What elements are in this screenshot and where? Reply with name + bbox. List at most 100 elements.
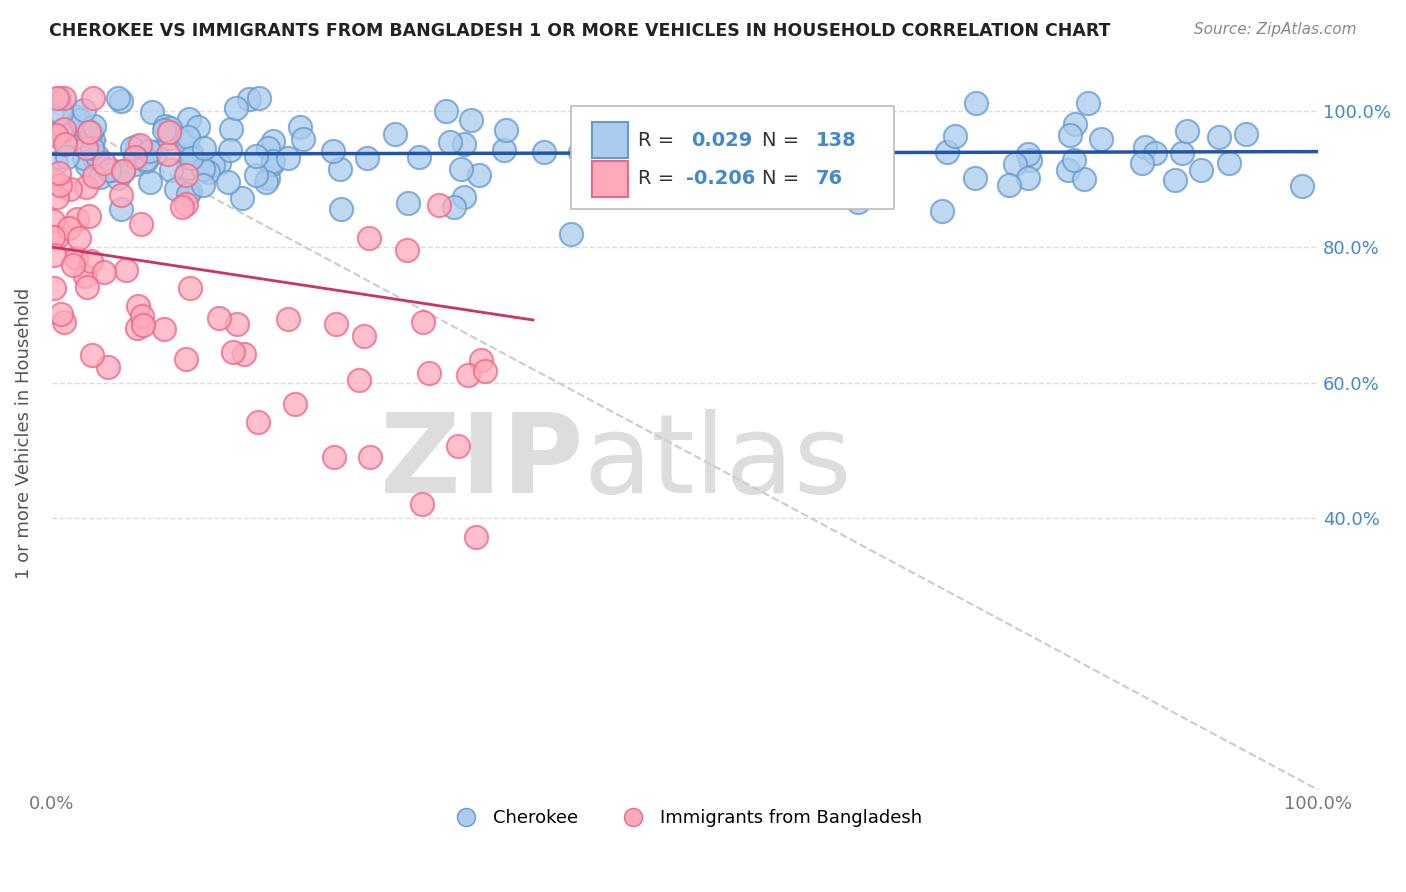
Point — [231, 191, 253, 205]
Point — [177, 112, 200, 126]
Point — [492, 143, 515, 157]
Point — [76, 123, 98, 137]
Point — [1144, 146, 1167, 161]
Point — [111, 164, 134, 178]
Point — [49, 106, 72, 120]
Point — [685, 112, 707, 126]
Point — [82, 133, 104, 147]
Text: atlas: atlas — [583, 409, 852, 516]
Point — [460, 113, 482, 128]
Point — [49, 307, 72, 321]
Point — [75, 141, 97, 155]
Point — [177, 130, 200, 145]
Point — [129, 217, 152, 231]
Point — [582, 150, 605, 164]
Point — [176, 169, 198, 183]
Point — [292, 132, 315, 146]
Y-axis label: 1 or more Vehicles in Household: 1 or more Vehicles in Household — [15, 288, 32, 579]
Point — [322, 450, 344, 465]
Point — [174, 352, 197, 367]
Point — [751, 137, 773, 152]
Point — [245, 149, 267, 163]
Text: R =: R = — [638, 131, 681, 150]
Legend: Cherokee, Immigrants from Bangladesh: Cherokee, Immigrants from Bangladesh — [441, 802, 929, 834]
FancyBboxPatch shape — [592, 161, 628, 196]
Point — [180, 145, 202, 160]
Point — [247, 91, 270, 105]
Point — [52, 315, 75, 329]
Point — [453, 190, 475, 204]
Point — [728, 149, 751, 163]
Point — [1063, 153, 1085, 168]
Point — [98, 163, 121, 178]
Point — [193, 141, 215, 155]
Point — [697, 144, 720, 158]
Point — [288, 120, 311, 134]
Point — [53, 137, 76, 152]
Point — [474, 364, 496, 378]
Point — [260, 156, 283, 170]
Point — [42, 214, 65, 228]
Text: Source: ZipAtlas.com: Source: ZipAtlas.com — [1194, 22, 1357, 37]
Point — [45, 230, 67, 244]
Point — [225, 318, 247, 332]
Point — [48, 91, 70, 105]
Point — [356, 151, 378, 165]
Text: N =: N = — [762, 169, 806, 188]
Point — [846, 195, 869, 210]
Point — [277, 151, 299, 165]
Point — [80, 254, 103, 268]
Point — [384, 127, 406, 141]
Point — [1133, 139, 1156, 153]
Point — [1218, 155, 1240, 169]
Text: 138: 138 — [815, 131, 856, 150]
Point — [55, 150, 77, 164]
Point — [446, 439, 468, 453]
Point — [127, 299, 149, 313]
Point — [45, 190, 67, 204]
Point — [141, 104, 163, 119]
Point — [79, 124, 101, 138]
Point — [89, 169, 111, 184]
Point — [443, 201, 465, 215]
Point — [1077, 95, 1099, 110]
Point — [156, 147, 179, 161]
Point — [931, 204, 953, 219]
Point — [329, 161, 352, 176]
Point — [202, 158, 225, 172]
Point — [418, 366, 440, 380]
Point — [110, 202, 132, 216]
Point — [225, 101, 247, 115]
Point — [110, 94, 132, 108]
Point — [411, 497, 433, 511]
Point — [129, 137, 152, 152]
Point — [1018, 153, 1040, 167]
Point — [359, 450, 381, 464]
Point — [257, 170, 280, 185]
Point — [159, 121, 181, 136]
Point — [179, 185, 201, 199]
Point — [67, 231, 90, 245]
Point — [191, 161, 214, 176]
Point — [219, 143, 242, 157]
Point — [1073, 171, 1095, 186]
Point — [434, 104, 457, 119]
Point — [131, 309, 153, 323]
Point — [1130, 156, 1153, 170]
Point — [52, 91, 75, 105]
Point — [1090, 132, 1112, 146]
Point — [396, 196, 419, 211]
Point — [1208, 129, 1230, 144]
Point — [73, 268, 96, 283]
Point — [48, 178, 70, 192]
Point — [93, 265, 115, 279]
Point — [176, 136, 198, 150]
Point — [569, 145, 592, 159]
Point — [48, 124, 70, 138]
Point — [450, 162, 472, 177]
Point — [45, 128, 67, 142]
Point — [429, 198, 451, 212]
Point — [560, 227, 582, 242]
Point — [1059, 128, 1081, 142]
Point — [638, 146, 661, 161]
